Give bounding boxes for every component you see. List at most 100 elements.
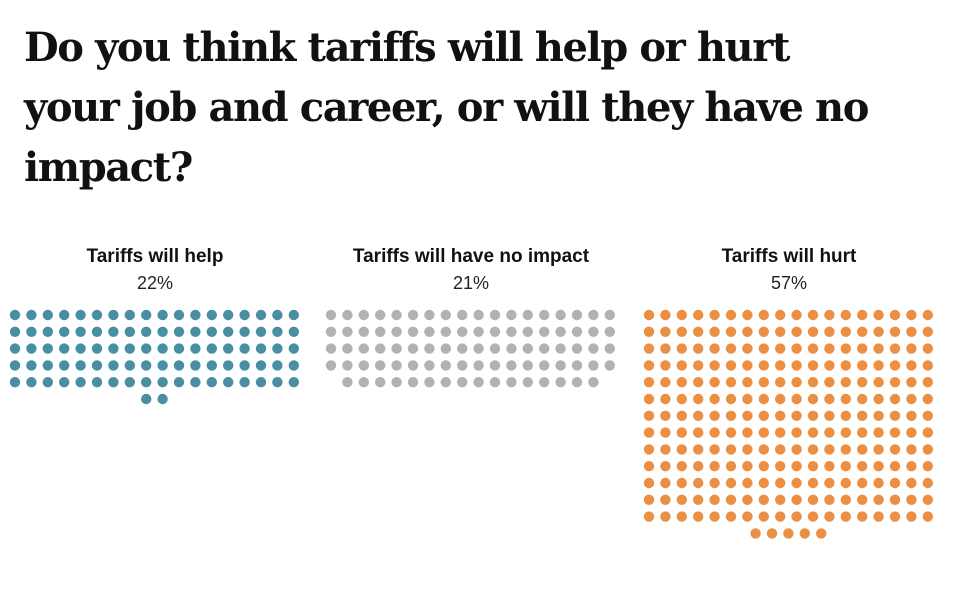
dot-hurt <box>873 494 884 505</box>
dot-no-impact <box>506 309 517 321</box>
dot-help <box>108 343 119 354</box>
dot-hurt <box>824 377 835 388</box>
dot-hurt <box>807 360 819 371</box>
dot-hurt <box>643 377 655 388</box>
dot-no-impact <box>473 360 484 371</box>
dot-hurt <box>709 494 720 505</box>
dot-hurt <box>791 477 802 489</box>
dot-no-impact <box>604 360 615 371</box>
dot-hurt <box>660 427 671 438</box>
dot-help <box>190 343 201 354</box>
dot-help <box>26 360 37 371</box>
dot-hurt <box>775 326 786 337</box>
dot-help <box>288 343 299 354</box>
dot-no-impact <box>391 326 402 337</box>
dot-help <box>239 360 250 371</box>
dot-hurt <box>725 377 737 388</box>
dot-hurt <box>807 427 819 438</box>
dot-no-impact <box>522 326 533 337</box>
dot-help <box>58 326 70 337</box>
dot-no-impact <box>555 309 566 321</box>
dot-help <box>9 360 21 371</box>
dot-hurt <box>922 377 933 388</box>
dot-help <box>223 343 234 354</box>
dot-help <box>190 326 201 337</box>
dot-help <box>75 360 86 371</box>
dot-help <box>157 326 168 337</box>
dot-hurt <box>660 393 671 405</box>
dot-hurt <box>725 511 737 522</box>
dot-help <box>239 326 250 337</box>
dot-help <box>288 377 299 388</box>
dot-hurt <box>840 360 851 371</box>
dot-hurt <box>660 511 671 522</box>
dot-hurt <box>824 461 835 472</box>
dot-hurt <box>775 477 786 489</box>
dot-hurt <box>709 309 720 321</box>
dot-hurt <box>873 309 884 321</box>
dot-hurt <box>807 511 819 522</box>
dot-no-impact <box>424 309 435 321</box>
dot-hurt <box>676 410 687 421</box>
dot-help <box>9 309 21 321</box>
dot-help <box>108 377 119 388</box>
dot-help <box>58 377 70 388</box>
dot-hurt <box>857 360 868 371</box>
dot-hurt <box>742 477 753 489</box>
dot-help <box>124 326 135 337</box>
dot-no-impact <box>358 326 369 337</box>
dot-no-impact <box>588 309 599 321</box>
dot-hurt <box>807 477 819 489</box>
dot-hurt <box>873 360 884 371</box>
dot-hurt <box>857 377 868 388</box>
dot-no-impact <box>489 326 501 337</box>
dot-hurt <box>758 427 769 438</box>
dot-hurt <box>775 360 786 371</box>
dot-hurt <box>873 511 884 522</box>
dot-hurt <box>742 309 753 321</box>
dot-no-impact <box>424 360 435 371</box>
dot-hurt <box>775 343 786 354</box>
dot-help <box>255 377 267 388</box>
dot-hurt <box>758 309 769 321</box>
dot-no-impact <box>588 343 599 354</box>
dot-hurt <box>758 461 769 472</box>
dot-hurt <box>775 393 786 405</box>
dot-help <box>42 309 53 321</box>
dot-hurt <box>775 461 786 472</box>
dot-hurt <box>660 326 671 337</box>
dot-help <box>173 377 185 388</box>
dot-hurt <box>807 410 819 421</box>
dot-hurt <box>775 444 786 455</box>
dot-hurt <box>758 360 769 371</box>
dot-hurt <box>709 326 720 337</box>
dot-no-impact <box>342 360 353 371</box>
dot-no-impact <box>522 309 533 321</box>
dot-hurt <box>758 410 769 421</box>
dot-hurt <box>889 427 901 438</box>
dot-hurt <box>824 360 835 371</box>
dot-no-impact <box>473 326 484 337</box>
dot-hurt <box>906 427 917 438</box>
dot-no-impact <box>407 309 419 321</box>
dot-help <box>223 326 234 337</box>
dot-help <box>58 309 70 321</box>
dot-hurt <box>873 427 884 438</box>
dot-help <box>173 343 185 354</box>
dot-hurt <box>709 410 720 421</box>
dot-help <box>124 360 135 371</box>
dot-hurt <box>643 360 655 371</box>
dot-hurt <box>643 427 655 438</box>
dot-help <box>239 343 250 354</box>
dot-no-impact <box>440 309 451 321</box>
dot-no-impact <box>555 360 566 371</box>
dot-help <box>75 343 86 354</box>
dot-hurt <box>840 461 851 472</box>
dot-no-impact <box>588 326 599 337</box>
group-no-impact-label: Tariffs will have no impact <box>352 246 590 267</box>
dot-help <box>58 360 70 371</box>
dot-no-impact <box>325 343 337 354</box>
dot-group-help <box>9 309 299 405</box>
dot-help <box>255 360 267 371</box>
dot-hurt <box>775 377 786 388</box>
